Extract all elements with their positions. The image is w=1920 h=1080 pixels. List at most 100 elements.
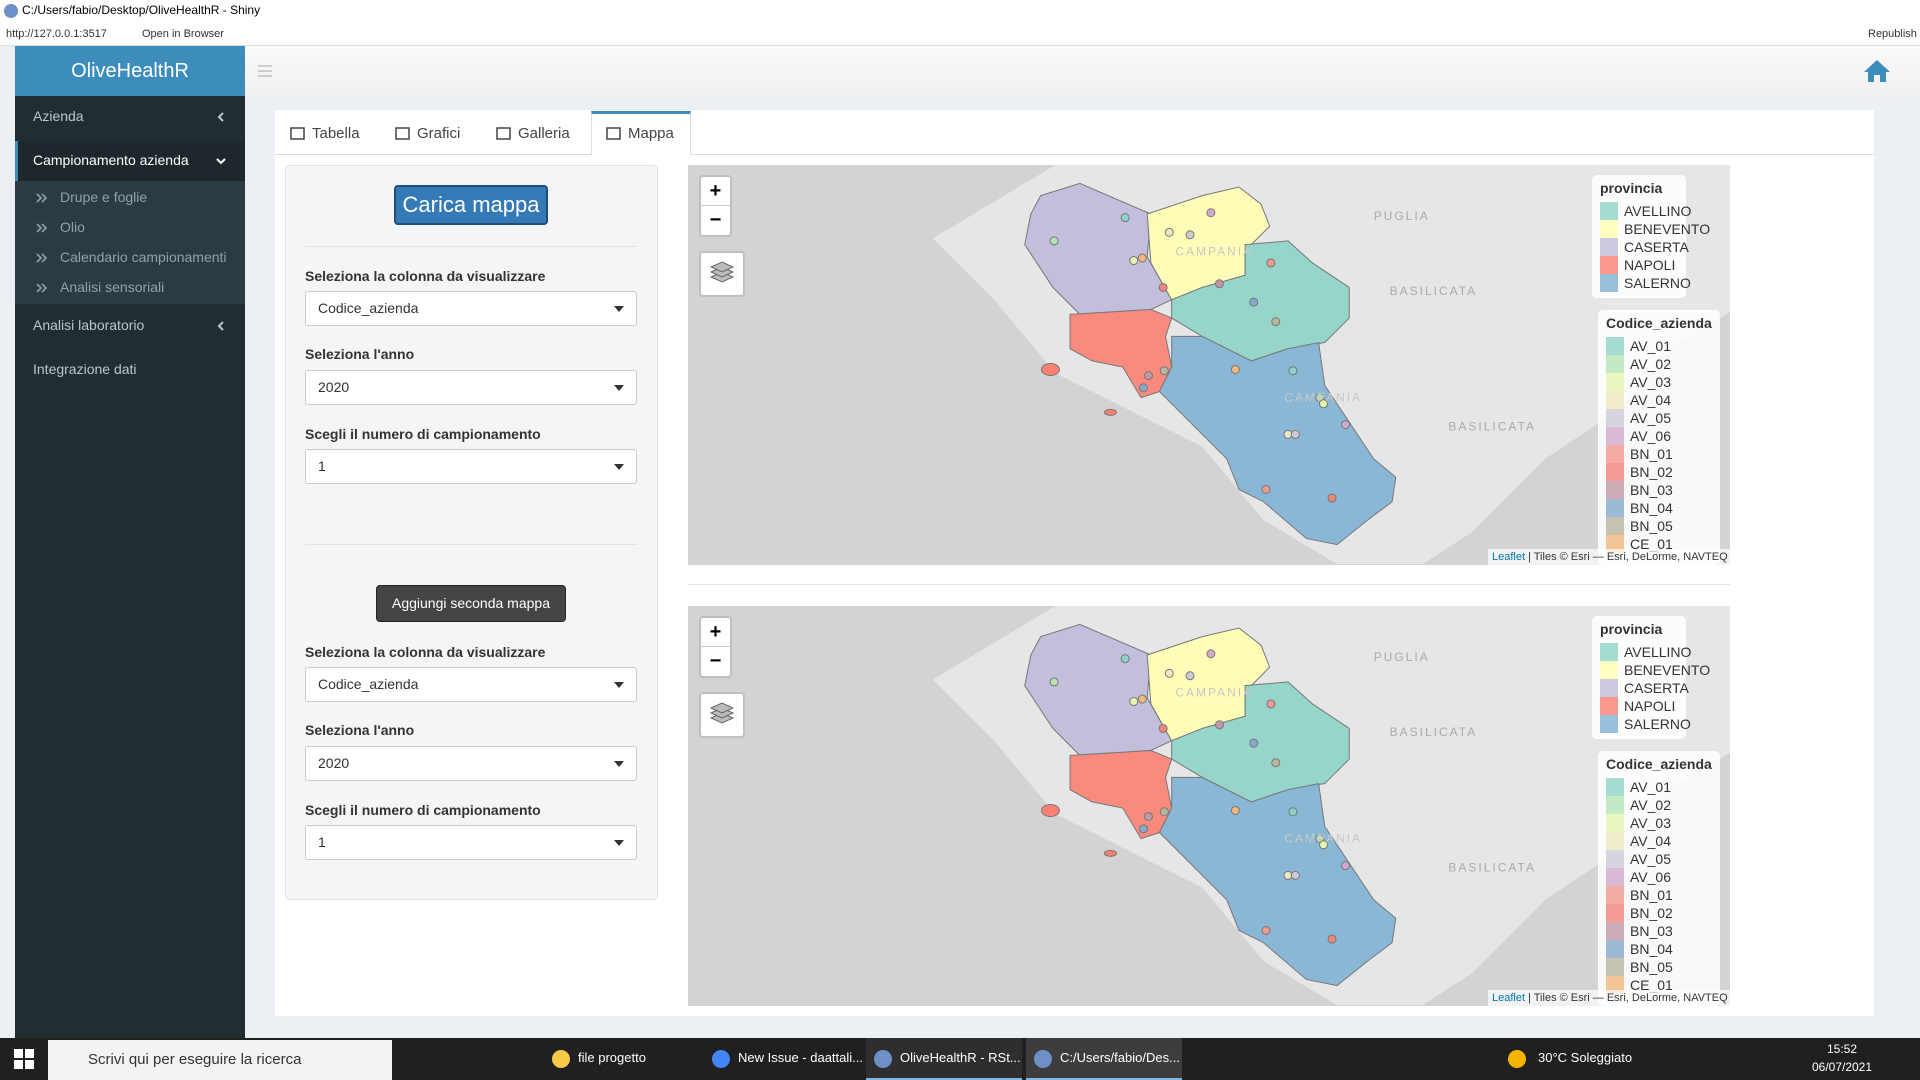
tab[interactable]: Tabella [312, 125, 360, 142]
layer [709, 702, 735, 714]
republish[interactable]: Republish [1868, 28, 1917, 40]
tab-icon [606, 127, 621, 140]
zoom-in[interactable]: + [701, 177, 730, 206]
select-input[interactable]: 1 [305, 449, 637, 484]
submenu-item[interactable]: Analisi sensoriali [60, 279, 165, 295]
submenu-item[interactable]: Olio [60, 219, 85, 235]
attribution-link[interactable]: Leaflet [1492, 551, 1526, 563]
sample-point[interactable] [1143, 812, 1153, 822]
sample-point[interactable] [1261, 484, 1271, 494]
taskbar-search[interactable]: Scrivi qui per eseguire la ricerca [48, 1040, 392, 1080]
sample-point[interactable] [1266, 258, 1276, 268]
sample-point[interactable] [1341, 861, 1351, 871]
zoom-out[interactable]: − [709, 650, 722, 672]
double-chevron [36, 193, 48, 203]
sample-point[interactable] [1271, 758, 1281, 768]
submenu-item[interactable]: Drupe e foglie [60, 189, 148, 205]
select-input[interactable]: 2020 [305, 370, 637, 405]
sample-point[interactable] [1288, 807, 1298, 817]
sample-point[interactable] [1164, 668, 1174, 678]
taskbar-app[interactable]: OliveHealthR - RSt... [900, 1050, 1021, 1065]
clock-date: 06/07/2021 [1811, 1060, 1873, 1074]
select-input[interactable]: Codice_azienda [305, 667, 637, 702]
home-icon[interactable] [1862, 58, 1892, 84]
sample-point[interactable] [1261, 925, 1271, 935]
sample-point[interactable] [1159, 807, 1169, 817]
menu-item[interactable]: Azienda [33, 108, 84, 124]
select-input[interactable]: Codice_azienda [305, 291, 637, 326]
menu-item[interactable]: Campionamento azienda [33, 152, 189, 168]
sample-point[interactable] [1288, 366, 1298, 376]
sample-point[interactable] [1139, 383, 1149, 393]
sample-point[interactable] [1290, 429, 1300, 439]
brand[interactable]: OliveHealthR [15, 46, 245, 96]
legend-swatch [1600, 679, 1618, 697]
sample-point[interactable] [1290, 870, 1300, 880]
divider [305, 544, 637, 545]
sample-point[interactable] [1129, 697, 1139, 707]
select-input[interactable]: 1 [305, 825, 637, 860]
sample-point[interactable] [1139, 824, 1149, 834]
load-map-button[interactable]: Carica mappa [394, 185, 548, 225]
layers-control[interactable] [699, 692, 745, 738]
sidebar-toggle[interactable] [258, 64, 274, 78]
sample-point[interactable] [1283, 429, 1293, 439]
sample-point[interactable] [1341, 420, 1351, 430]
sample-point[interactable] [1230, 364, 1240, 374]
add-map-button[interactable]: Aggiungi seconda mappa [376, 585, 566, 622]
taskbar-app[interactable]: New Issue - daattali... [738, 1050, 863, 1065]
tab[interactable]: Grafici [417, 125, 461, 142]
open-in-browser[interactable]: Open in Browser [142, 28, 224, 40]
sample-point[interactable] [1206, 649, 1216, 659]
sample-point[interactable] [1049, 236, 1059, 246]
legend-swatch [1600, 643, 1618, 661]
sample-point[interactable] [1249, 738, 1259, 748]
layers-control[interactable] [699, 251, 745, 297]
sample-point[interactable] [1185, 671, 1195, 681]
sample-point[interactable] [1271, 317, 1281, 327]
sample-point[interactable] [1120, 654, 1130, 664]
sample-point[interactable] [1327, 934, 1337, 944]
window-control[interactable] [1834, 0, 1878, 22]
taskbar-app[interactable]: file progetto [578, 1050, 646, 1065]
menu-item[interactable]: Integrazione dati [33, 361, 137, 377]
sample-point[interactable] [1129, 256, 1139, 266]
sample-point[interactable] [1266, 699, 1276, 709]
sample-point[interactable] [1214, 279, 1224, 289]
tab[interactable]: Galleria [518, 125, 570, 142]
taskbar-app[interactable]: C:/Users/fabio/Des... [1060, 1050, 1180, 1065]
attribution-link[interactable]: Leaflet [1492, 992, 1526, 1004]
sample-point[interactable] [1206, 208, 1216, 218]
legend-label: AV_04 [1630, 833, 1671, 849]
sample-point[interactable] [1137, 253, 1147, 263]
zoom-in[interactable]: + [701, 618, 730, 647]
sample-point[interactable] [1158, 282, 1168, 292]
sample-point[interactable] [1049, 677, 1059, 687]
menu-item[interactable]: Analisi laboratorio [33, 317, 145, 333]
sample-point[interactable] [1164, 227, 1174, 237]
start-button[interactable] [14, 1049, 34, 1069]
sample-point[interactable] [1327, 493, 1337, 503]
submenu-item[interactable]: Calendario campionamenti [60, 249, 227, 265]
select-input[interactable]: 2020 [305, 746, 637, 781]
sample-point[interactable] [1214, 720, 1224, 730]
sample-point[interactable] [1319, 840, 1329, 850]
sample-point[interactable] [1143, 371, 1153, 381]
window-control[interactable] [1878, 0, 1920, 22]
sample-point[interactable] [1249, 297, 1259, 307]
window-control[interactable] [1790, 0, 1834, 22]
zoom-out[interactable]: − [709, 209, 722, 231]
tab[interactable]: Mappa [628, 125, 674, 142]
field-label: Seleziona la colonna da visualizzare [305, 268, 546, 284]
sample-point[interactable] [1185, 230, 1195, 240]
select-value: 2020 [318, 755, 350, 771]
sample-point[interactable] [1120, 213, 1130, 223]
sample-point[interactable] [1230, 805, 1240, 815]
sample-point[interactable] [1159, 366, 1169, 376]
sample-point[interactable] [1158, 723, 1168, 733]
search-placeholder: Scrivi qui per eseguire la ricerca [88, 1051, 302, 1068]
sample-point[interactable] [1283, 870, 1293, 880]
start-tile [25, 1060, 34, 1069]
sample-point[interactable] [1319, 399, 1329, 409]
sample-point[interactable] [1137, 694, 1147, 704]
